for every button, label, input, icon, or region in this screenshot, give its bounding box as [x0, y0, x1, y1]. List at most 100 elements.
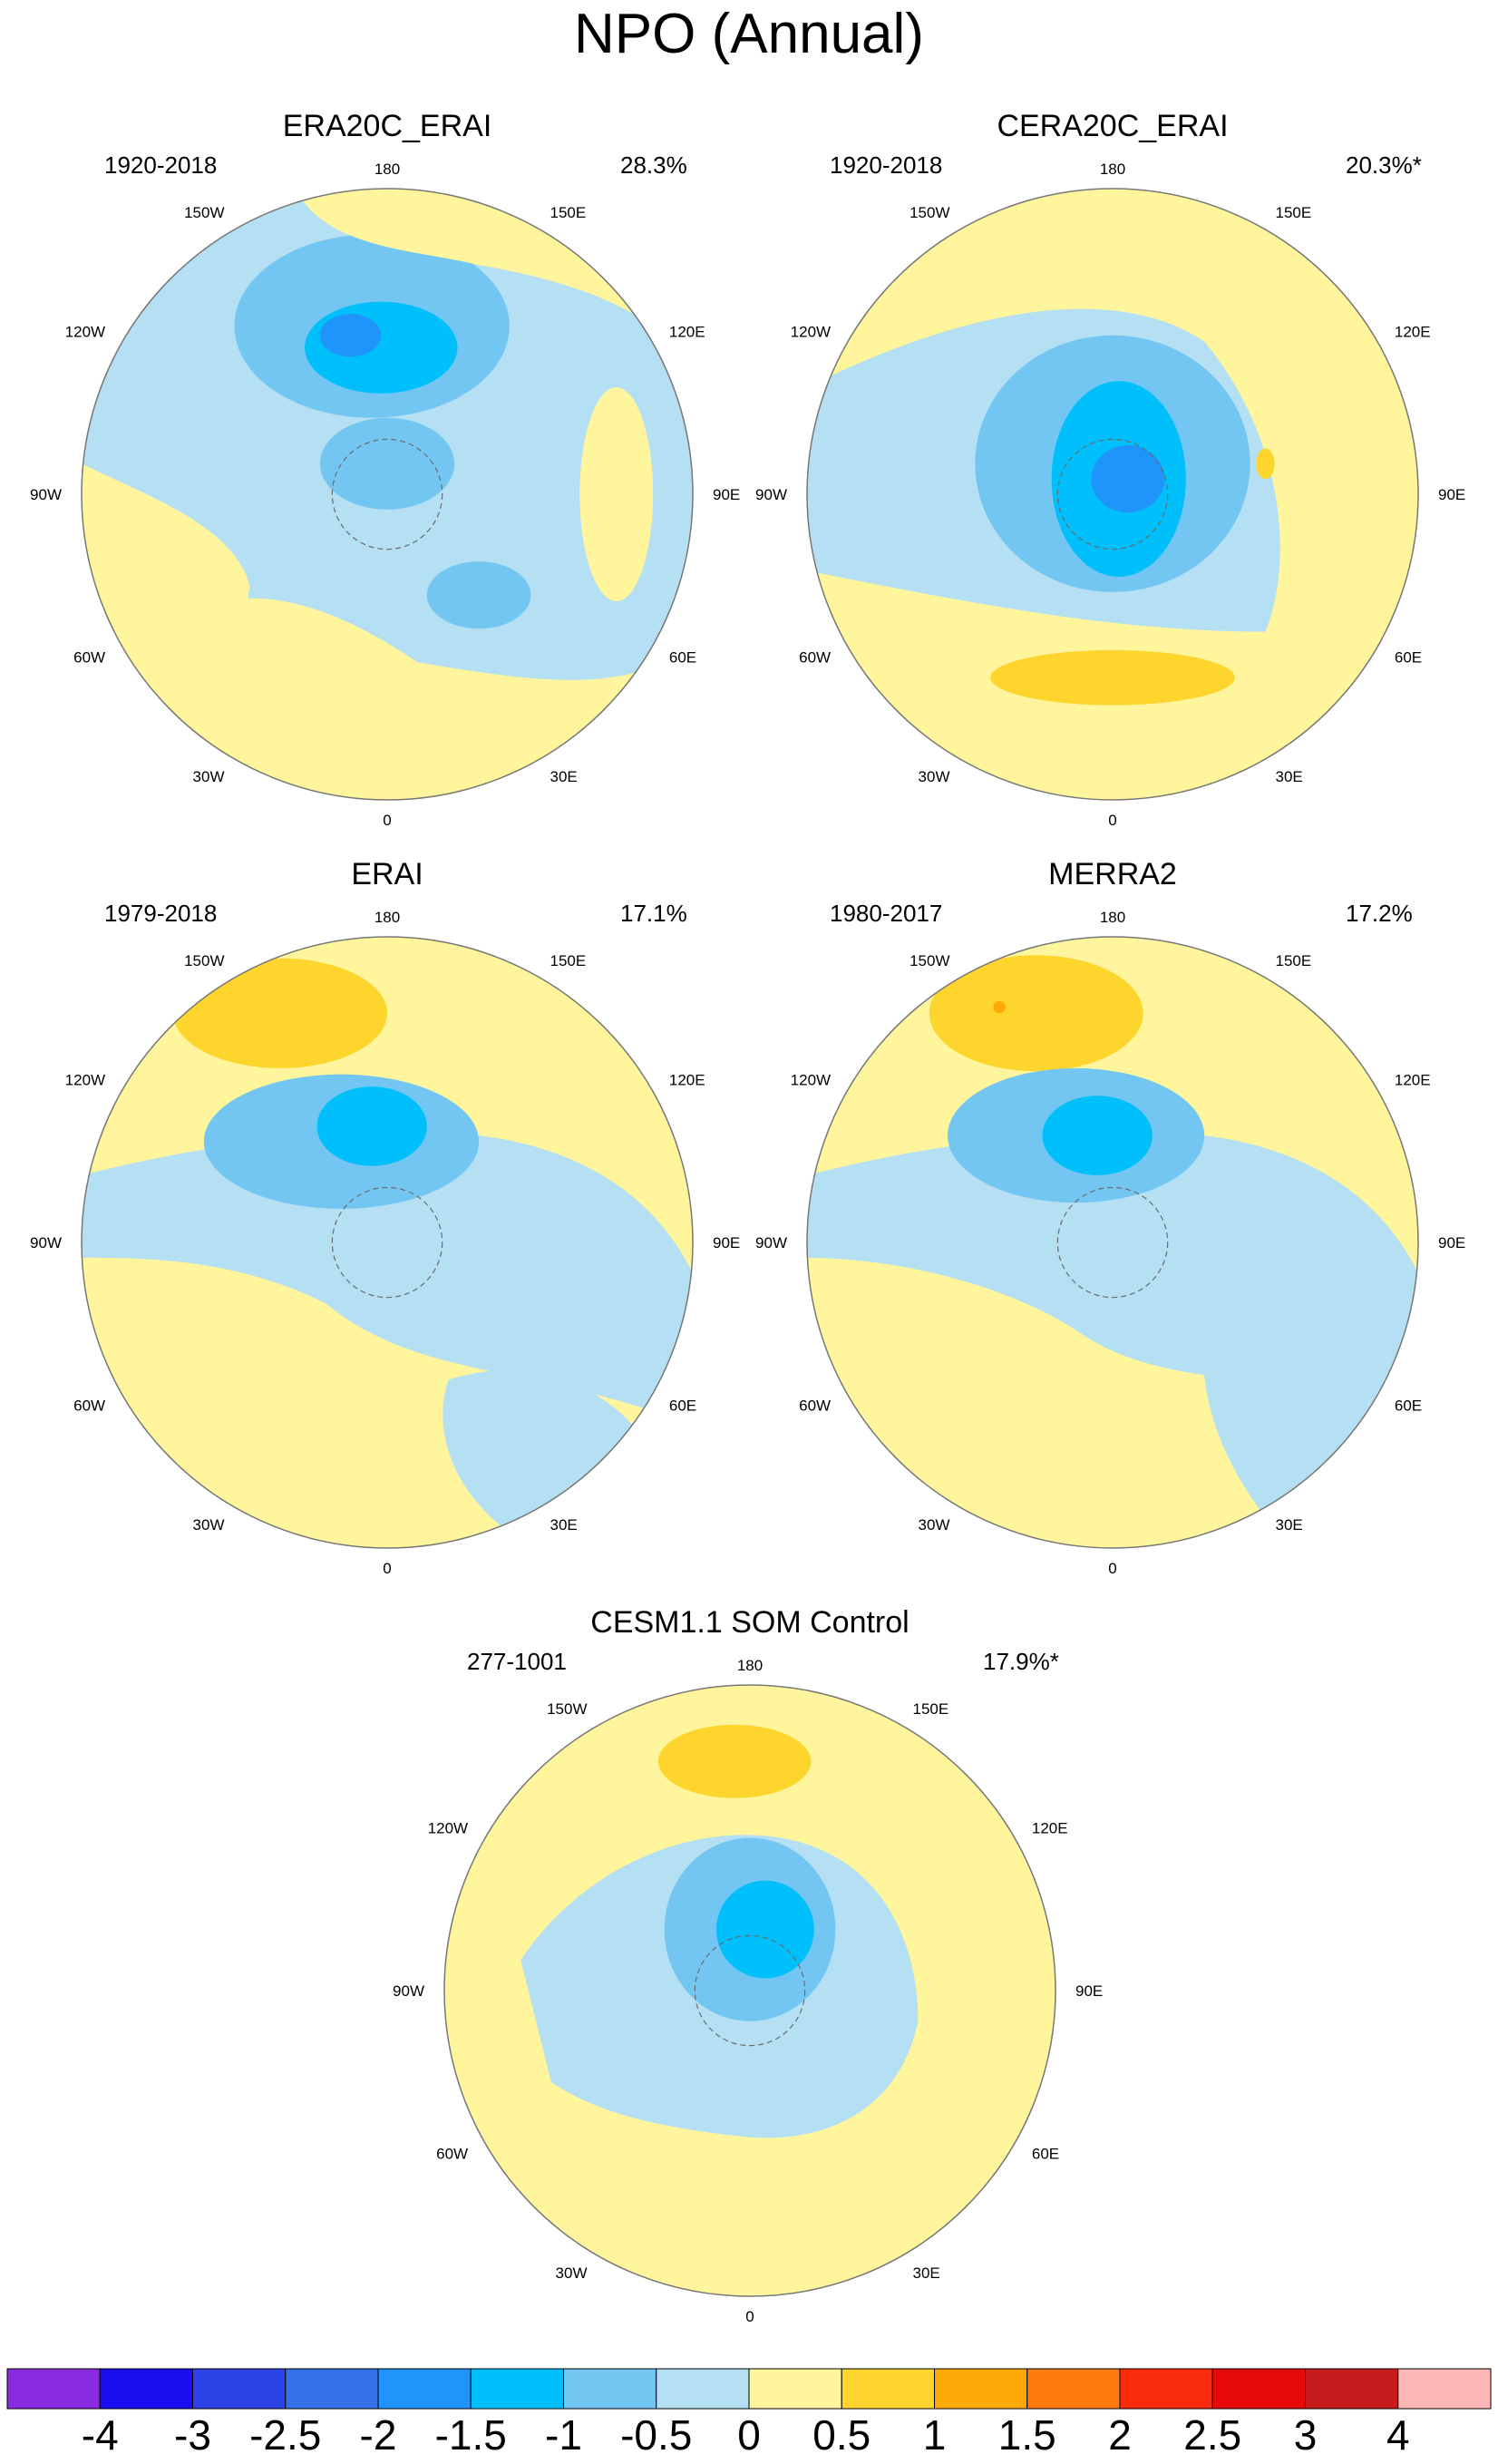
longitude-label: 120E	[669, 1072, 705, 1089]
variance-label: 20.3%*	[1346, 151, 1422, 179]
anomaly-contour	[82, 1133, 693, 1427]
longitude-label: 30E	[913, 2264, 940, 2282]
longitude-label: 30W	[193, 768, 225, 785]
longitude-label: 180	[374, 909, 400, 926]
longitude-label: 60E	[1395, 1398, 1422, 1415]
map-panel-era20c-erai: ERA20C_ERAI 1920-2018 28.3% 180 150E 120E 90E 6…	[30, 109, 740, 829]
longitude-label: 60E	[669, 1398, 696, 1415]
longitude-label: 150E	[913, 1700, 949, 1718]
variance-label: 17.2%	[1346, 900, 1413, 927]
anomaly-contour	[319, 314, 382, 357]
field-contours	[82, 937, 693, 1548]
period-label: 1920-2018	[104, 151, 217, 179]
field-contours	[444, 1685, 1055, 2296]
longitude-label: 90W	[393, 1982, 424, 2000]
period-label: 1980-2017	[830, 900, 942, 927]
colorbar-box	[6, 2368, 101, 2410]
map-boundary	[81, 936, 694, 1549]
longitude-label: 60W	[799, 649, 831, 667]
colorbar-box	[470, 2368, 564, 2410]
variance-label: 28.3%	[620, 151, 687, 179]
longitude-label: 120E	[1395, 1072, 1431, 1089]
colorbar-box	[377, 2368, 472, 2410]
colorbar-label: -2.5	[249, 2411, 321, 2459]
longitude-label: 150E	[550, 952, 587, 969]
longitude-label: 120W	[65, 1072, 105, 1089]
field-contours	[807, 937, 1418, 1548]
longitude-label: 180	[737, 1657, 763, 1674]
longitude-label: 60W	[436, 2146, 468, 2163]
panel-title: MERRA2	[1048, 857, 1177, 891]
colorbar-box	[1026, 2368, 1121, 2410]
longitude-label: 60W	[799, 1398, 831, 1415]
period-label: 1979-2018	[104, 900, 217, 927]
map-boundary	[806, 936, 1419, 1549]
map-boundary	[81, 188, 694, 801]
variance-label: 17.1%	[620, 900, 687, 927]
map-panel-cera20c-erai: CERA20C_ERAI 1920-2018 20.3%* 180 150E 120E 90…	[755, 109, 1465, 829]
panel-title: ERAI	[351, 857, 423, 891]
colorbar-label: -2	[360, 2411, 397, 2459]
longitude-label: 30W	[919, 768, 950, 785]
longitude-label: 60E	[1032, 2146, 1059, 2163]
longitude-label: 60E	[1395, 649, 1422, 667]
variance-label: 17.9%*	[983, 1648, 1059, 1675]
longitude-label: 0	[383, 812, 391, 829]
longitude-label: 120E	[1395, 324, 1431, 341]
anomaly-contour	[657, 1724, 812, 1798]
longitude-label: 180	[374, 161, 400, 178]
longitude-label: 150E	[1276, 204, 1312, 221]
longitude-label: 150W	[910, 204, 949, 221]
panel-title: CERA20C_ERAI	[997, 109, 1228, 143]
map-panel-merra2: MERRA2 1980-2017 17.2% 180 150E 120E 90E 60E 30E…	[755, 857, 1465, 1577]
longitude-label: 60W	[73, 649, 105, 667]
longitude-label: 30E	[1276, 768, 1303, 785]
longitude-label: 90E	[1438, 486, 1465, 503]
period-label: 277-1001	[467, 1648, 567, 1675]
longitude-label: 120E	[1032, 1820, 1068, 1837]
panel-title: CESM1.1 SOM Control	[590, 1605, 909, 1640]
longitude-label: 150W	[547, 1700, 587, 1718]
colorbar-label: -0.5	[620, 2411, 692, 2459]
map-boundary	[443, 1684, 1056, 2297]
colorbar-label: -1	[545, 2411, 582, 2459]
colorbar-box	[748, 2368, 842, 2410]
colorbar-label: 2	[1108, 2411, 1132, 2459]
colorbar-label: -1.5	[435, 2411, 507, 2459]
panel-title: ERA20C_ERAI	[283, 109, 492, 143]
longitude-label: 90E	[1438, 1234, 1465, 1251]
colorbar-box	[1119, 2368, 1213, 2410]
anomaly-contour	[579, 387, 654, 601]
longitude-label: 60E	[669, 649, 696, 667]
coastline	[1056, 1186, 1169, 1299]
longitude-label: 30W	[193, 1516, 225, 1534]
field-contours	[807, 189, 1418, 800]
map-boundary	[806, 188, 1419, 801]
colorbar-label: -3	[174, 2411, 211, 2459]
anomaly-contour	[990, 649, 1235, 706]
coastline	[331, 438, 443, 550]
colorbar-label: 3	[1294, 2411, 1318, 2459]
longitude-label: 90W	[30, 1234, 62, 1251]
colorbar-box	[934, 2368, 1028, 2410]
colorbar-box	[285, 2368, 379, 2410]
colorbar-box	[1305, 2368, 1399, 2410]
longitude-label: 0	[1108, 1560, 1116, 1577]
longitude-label: 30E	[1276, 1516, 1303, 1534]
longitude-label: 150W	[184, 952, 224, 969]
colorbar-label: 0	[737, 2411, 761, 2459]
longitude-label: 150W	[910, 952, 949, 969]
longitude-label: 60W	[73, 1398, 105, 1415]
anomaly-contour	[173, 958, 387, 1068]
anomaly-contour	[929, 955, 1143, 1072]
longitude-label: 120W	[65, 324, 105, 341]
colorbar-box	[656, 2368, 750, 2410]
colorbar-label: 0.5	[812, 2411, 871, 2459]
longitude-label: 90W	[755, 486, 787, 503]
longitude-label: 0	[1108, 812, 1116, 829]
anomaly-contour	[316, 1086, 427, 1166]
map-panel-cesm-som: CESM1.1 SOM Control 277-1001 17.9%* 180 150E…	[393, 1605, 1103, 2325]
colorbar-label: 2.5	[1183, 2411, 1241, 2459]
field-contours	[82, 189, 693, 800]
